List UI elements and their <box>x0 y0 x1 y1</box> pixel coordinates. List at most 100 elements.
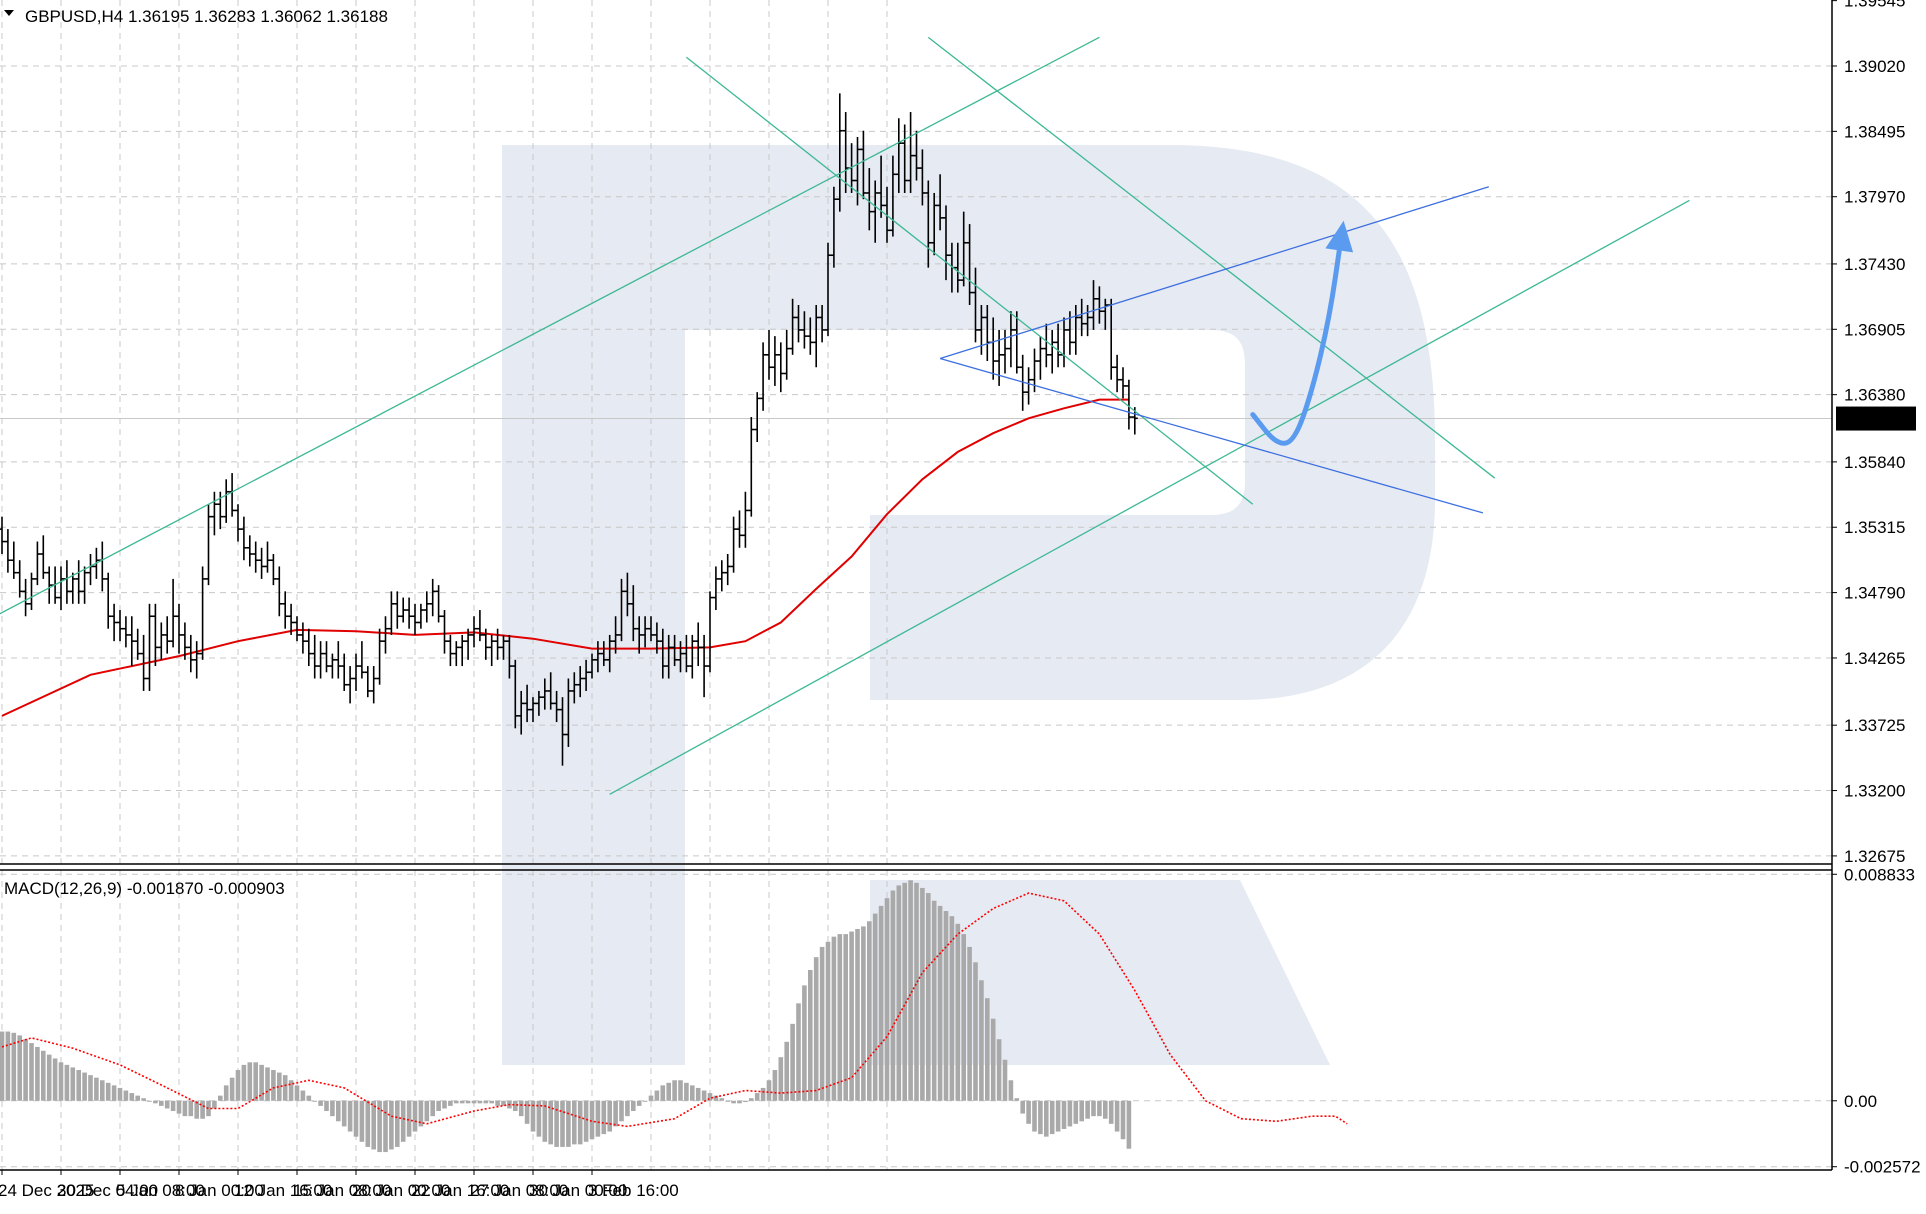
ohlc-bar[interactable] <box>966 224 973 306</box>
ohlc-bar[interactable] <box>937 174 944 231</box>
ohlc-bar[interactable] <box>571 672 578 704</box>
ohlc-bar[interactable] <box>134 628 141 660</box>
ohlc-bar[interactable] <box>1072 305 1079 355</box>
ohlc-bar[interactable] <box>1055 323 1062 368</box>
ohlc-bar[interactable] <box>1096 286 1103 324</box>
ohlc-bar[interactable] <box>423 591 430 623</box>
ohlc-bar[interactable] <box>541 678 548 710</box>
ohlc-bar[interactable] <box>276 566 283 617</box>
ohlc-bar[interactable] <box>594 641 601 673</box>
ohlc-bar[interactable] <box>600 641 607 667</box>
ohlc-bar[interactable] <box>972 267 979 343</box>
ohlc-bar[interactable] <box>524 684 531 723</box>
ohlc-bar[interactable] <box>270 554 277 586</box>
ohlc-bar[interactable] <box>636 616 643 654</box>
ohlc-bar[interactable] <box>783 329 790 380</box>
ohlc-bar[interactable] <box>46 566 53 604</box>
ohlc-bar[interactable] <box>901 124 908 193</box>
ohlc-bar[interactable] <box>748 417 755 517</box>
ohlc-bar[interactable] <box>907 112 914 193</box>
ohlc-bar[interactable] <box>235 504 241 542</box>
ohlc-bar[interactable] <box>919 149 926 206</box>
ohlc-bar[interactable] <box>825 242 831 337</box>
ohlc-bar[interactable] <box>453 641 460 667</box>
ohlc-bar[interactable] <box>565 678 572 747</box>
ohlc-bar[interactable] <box>836 93 843 212</box>
ohlc-bar[interactable] <box>282 591 289 629</box>
ohlc-bar[interactable] <box>258 547 265 579</box>
ohlc-bar[interactable] <box>931 192 938 256</box>
ohlc-bar[interactable] <box>1013 311 1020 374</box>
ohlc-bar[interactable] <box>535 690 542 716</box>
ohlc-bar[interactable] <box>471 616 477 648</box>
trendlines[interactable] <box>0 36 1690 795</box>
ohlc-bar[interactable] <box>530 697 536 723</box>
ohlc-bar[interactable] <box>205 504 212 586</box>
ohlc-bar[interactable] <box>353 653 359 691</box>
ohlc-bar[interactable] <box>347 666 354 704</box>
channel-trendline[interactable] <box>0 36 1100 618</box>
ohlc-bar[interactable] <box>158 622 165 660</box>
ohlc-bar[interactable] <box>128 616 135 667</box>
ohlc-bar[interactable] <box>830 186 837 268</box>
ohlc-bar[interactable] <box>624 572 631 617</box>
ohlc-bar[interactable] <box>152 603 159 667</box>
ohlc-bar[interactable] <box>860 130 867 200</box>
ohlc-bar[interactable] <box>0 516 5 555</box>
ohlc-bar[interactable] <box>500 634 507 660</box>
ohlc-bar[interactable] <box>801 311 808 349</box>
ohlc-bar[interactable] <box>895 118 902 193</box>
channel-trendline[interactable] <box>609 199 1690 795</box>
ohlc-bar[interactable] <box>240 516 247 561</box>
ohlc-bar[interactable] <box>482 628 489 660</box>
ohlc-bar[interactable] <box>329 653 336 679</box>
price-bars[interactable] <box>0 93 1138 766</box>
ohlc-bar[interactable] <box>122 616 129 648</box>
ohlc-bar[interactable] <box>665 634 672 679</box>
ohlc-bar[interactable] <box>170 578 177 648</box>
ohlc-bar[interactable] <box>4 529 11 573</box>
ohlc-bar[interactable] <box>742 491 749 548</box>
ohlc-bar[interactable] <box>506 634 513 679</box>
ohlc-bar[interactable] <box>689 634 696 679</box>
ohlc-bar[interactable] <box>311 634 318 679</box>
ohlc-bar[interactable] <box>394 591 401 629</box>
ohlc-bar[interactable] <box>199 566 206 660</box>
ohlc-bar[interactable] <box>1002 329 1008 374</box>
ohlc-bar[interactable] <box>400 597 407 623</box>
ohlc-bar[interactable] <box>718 560 725 592</box>
ohlc-bar[interactable] <box>176 603 182 654</box>
ohlc-bar[interactable] <box>878 155 885 218</box>
ohlc-bar[interactable] <box>370 666 377 704</box>
ohlc-bar[interactable] <box>376 628 383 685</box>
ohlc-bar[interactable] <box>223 479 230 523</box>
ohlc-bar[interactable] <box>140 634 147 691</box>
ohlc-bar[interactable] <box>1090 280 1097 330</box>
ohlc-bar[interactable] <box>28 572 35 611</box>
ohlc-bar[interactable] <box>294 616 300 642</box>
ohlc-bar[interactable] <box>1078 298 1085 337</box>
ohlc-bar[interactable] <box>81 566 88 604</box>
ohlc-bar[interactable] <box>435 585 442 623</box>
ohlc-bar[interactable] <box>459 634 466 667</box>
dropdown-triangle-icon[interactable] <box>4 10 14 16</box>
ohlc-bar[interactable] <box>63 560 70 604</box>
ohlc-bar[interactable] <box>494 628 501 660</box>
ohlc-bar[interactable] <box>10 541 17 579</box>
ohlc-bar[interactable] <box>954 242 961 293</box>
ohlc-bar[interactable] <box>305 628 312 667</box>
ohlc-bar[interactable] <box>642 616 649 648</box>
ohlc-bar[interactable] <box>766 329 772 380</box>
ohlc-bar[interactable] <box>417 603 424 629</box>
ohlc-bar[interactable] <box>889 155 896 237</box>
ohlc-bar[interactable] <box>58 566 64 611</box>
ohlc-bar[interactable] <box>701 634 708 698</box>
ohlc-bar[interactable] <box>559 697 566 766</box>
ohlc-bar[interactable] <box>789 298 796 355</box>
ohlc-bar[interactable] <box>69 572 76 604</box>
ohlc-bar[interactable] <box>412 603 418 635</box>
ohlc-bar[interactable] <box>724 554 731 586</box>
ohlc-bar[interactable] <box>1084 305 1091 337</box>
ohlc-bar[interactable] <box>40 535 47 579</box>
ohlc-bar[interactable] <box>648 616 654 642</box>
